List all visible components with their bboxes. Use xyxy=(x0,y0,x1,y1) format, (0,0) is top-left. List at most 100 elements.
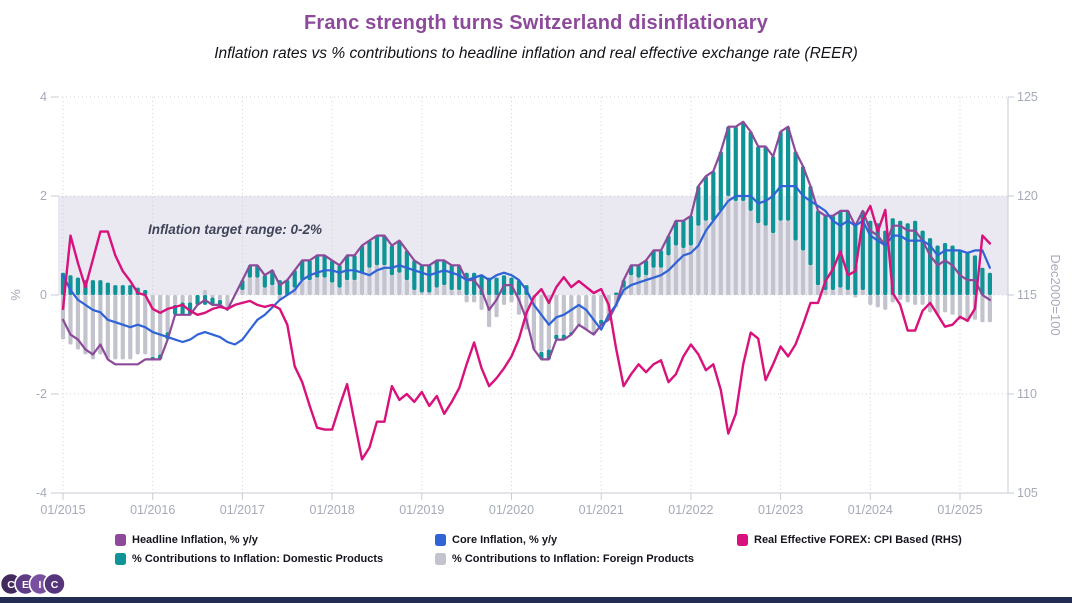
bar-foreign xyxy=(217,295,223,300)
bar-foreign xyxy=(457,290,462,295)
bar-foreign xyxy=(957,295,963,320)
bar-domestic xyxy=(389,245,394,276)
legend-item-forex: Real Effective FOREX: CPI Based (RHS) xyxy=(737,533,962,547)
y-right-tick-label: 115 xyxy=(1017,288,1037,302)
line-headline-inflation xyxy=(61,120,992,366)
bar-foreign xyxy=(785,220,791,295)
bar-foreign xyxy=(509,295,514,303)
bar-foreign xyxy=(883,295,888,310)
bar-domestic xyxy=(756,146,761,224)
bar-foreign xyxy=(576,295,581,325)
bar-domestic xyxy=(330,260,335,283)
bar-domestic xyxy=(905,223,910,295)
bar-domestic xyxy=(195,295,200,305)
logo-letter: C xyxy=(7,579,15,591)
bar-foreign xyxy=(105,295,110,360)
bar-foreign xyxy=(726,196,731,295)
bar-domestic xyxy=(883,230,888,295)
bar-foreign xyxy=(763,225,768,295)
foreign-swatch-icon xyxy=(435,553,446,565)
bar-domestic xyxy=(778,131,783,221)
y-left-axis-title: % xyxy=(8,289,23,301)
legend-label: Real Effective FOREX: CPI Based (RHS) xyxy=(754,534,962,546)
bar-domestic xyxy=(322,255,327,278)
y-right-axis-title: Dec2000=100 xyxy=(1048,254,1063,335)
bar-domestic xyxy=(658,250,664,268)
bar-domestic xyxy=(726,126,731,196)
bar-domestic xyxy=(972,255,978,295)
bar-foreign xyxy=(113,295,118,360)
bar-domestic xyxy=(300,260,305,281)
bar-foreign xyxy=(823,290,828,295)
bar-domestic xyxy=(285,280,290,295)
bar-foreign xyxy=(173,295,178,305)
bar-domestic xyxy=(868,220,873,295)
bar-domestic xyxy=(741,121,746,201)
bar-foreign xyxy=(75,295,81,350)
bar-foreign xyxy=(449,290,454,295)
y-left-tick-label: -4 xyxy=(36,486,47,500)
bar-domestic xyxy=(344,255,350,281)
bar-domestic xyxy=(337,265,342,288)
y-right-tick-label: 125 xyxy=(1017,90,1038,104)
bar-domestic xyxy=(128,285,133,295)
bar-domestic xyxy=(785,126,791,221)
bar-domestic xyxy=(838,210,843,288)
bar-foreign xyxy=(180,295,185,303)
bar-domestic xyxy=(636,265,641,278)
bar-foreign xyxy=(158,295,163,355)
bar-foreign xyxy=(240,290,245,295)
bar-domestic xyxy=(494,277,499,295)
legend-item-domestic: % Contributions to Inflation: Domestic P… xyxy=(115,552,383,566)
bar-domestic xyxy=(217,299,223,305)
bar-domestic xyxy=(404,250,409,281)
legend-item-headline: Headline Inflation, % y/y xyxy=(115,533,258,547)
y-right-tick-label: 105 xyxy=(1017,486,1038,500)
bar-domestic xyxy=(681,220,686,248)
bar-foreign xyxy=(143,295,148,355)
chart-subtitle: Inflation rates vs % contributions to he… xyxy=(214,45,858,62)
bar-domestic xyxy=(105,282,110,295)
bar-foreign xyxy=(389,275,394,295)
bar-domestic xyxy=(950,245,955,295)
bar-domestic xyxy=(486,277,492,295)
bar-foreign xyxy=(90,295,95,360)
bar-domestic xyxy=(412,260,417,291)
logo-circle xyxy=(43,572,66,596)
bar-foreign xyxy=(404,280,409,295)
bar-foreign xyxy=(374,265,380,295)
bar-foreign xyxy=(225,295,230,308)
bar-domestic xyxy=(262,275,267,288)
bar-domestic xyxy=(763,146,768,226)
bar-foreign xyxy=(875,295,880,308)
bar-foreign xyxy=(359,272,365,295)
x-tick-label: 01/2017 xyxy=(220,503,265,517)
bar-foreign xyxy=(442,285,447,295)
bar-foreign xyxy=(210,295,215,298)
bar-domestic xyxy=(434,260,439,288)
bar-foreign xyxy=(554,295,559,335)
bar-foreign xyxy=(300,280,305,295)
bar-domestic xyxy=(815,210,821,286)
legend-label: Headline Inflation, % y/y xyxy=(132,534,258,546)
x-tick-label: 01/2020 xyxy=(489,503,534,517)
bar-domestic xyxy=(666,235,671,256)
bar-domestic xyxy=(718,151,723,211)
bar-domestic xyxy=(980,267,985,295)
bar-foreign xyxy=(307,280,312,295)
legend-label: % Contributions to Inflation: Foreign Pr… xyxy=(452,553,694,565)
logo-letter: E xyxy=(22,579,29,591)
bar-domestic xyxy=(359,245,365,273)
domestic-swatch-icon xyxy=(115,553,126,565)
bar-foreign xyxy=(756,223,761,295)
line-core-inflation xyxy=(61,185,992,346)
bar-domestic xyxy=(703,176,708,221)
bar-domestic xyxy=(935,245,940,295)
bar-domestic xyxy=(733,126,738,201)
bar-foreign xyxy=(815,285,821,295)
bar-domestic xyxy=(292,270,297,288)
bar-foreign xyxy=(255,277,260,295)
bar-domestic xyxy=(853,223,858,295)
bar-foreign xyxy=(68,295,73,345)
